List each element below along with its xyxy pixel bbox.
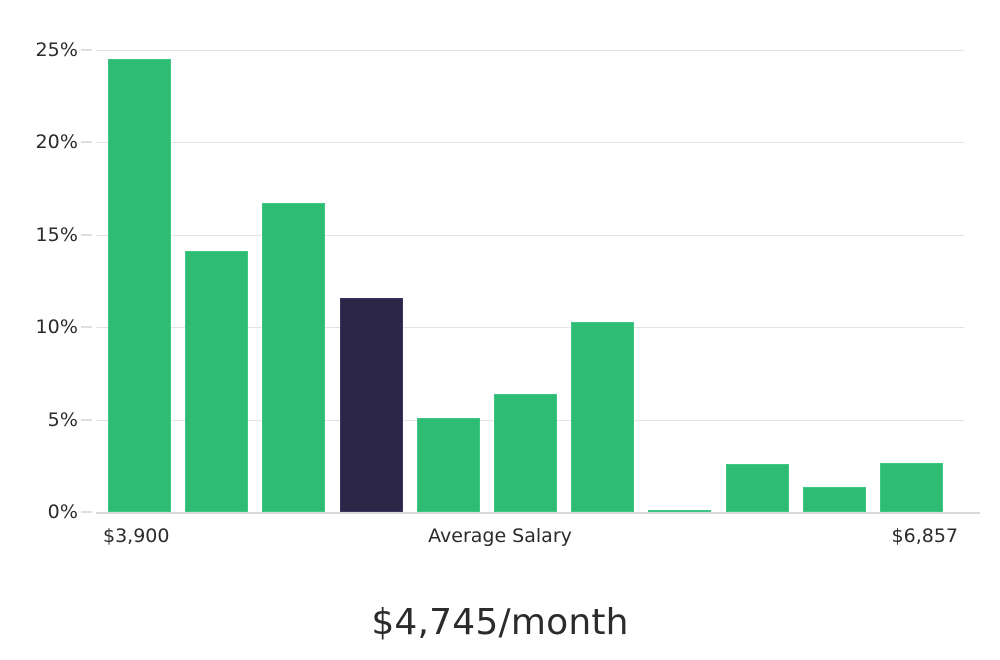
- x-axis-max-label: $6,857: [891, 525, 958, 547]
- bar[interactable]: [185, 251, 249, 512]
- bar[interactable]: [262, 203, 326, 512]
- chart-caption: $4,745/month: [371, 602, 629, 643]
- gridline-10: [96, 327, 964, 329]
- gridline-20: [96, 142, 964, 144]
- x-axis-baseline: [96, 512, 980, 514]
- bar[interactable]: [880, 463, 943, 512]
- y-axis-tick-label: 25%: [35, 39, 78, 61]
- y-axis-tick-label: 10%: [35, 316, 78, 339]
- bar[interactable]: [416, 417, 480, 512]
- y-axis-tick-label: 15%: [35, 223, 78, 246]
- y-axis-tick-mark: [81, 141, 92, 143]
- x-axis-min-label: $3,900: [103, 525, 170, 547]
- y-axis-tick-label: 5%: [47, 408, 78, 431]
- bar[interactable]: [494, 393, 557, 512]
- x-axis-labels: $3,900 Average Salary $6,857: [0, 525, 1000, 559]
- y-axis-tick-mark: [81, 234, 92, 236]
- y-axis-tick-label: 0%: [47, 501, 78, 523]
- bar[interactable]: [571, 321, 635, 512]
- bars-layer: [108, 59, 943, 512]
- bar[interactable]: [725, 463, 789, 512]
- bar[interactable]: [648, 510, 712, 512]
- x-axis-title: Average Salary: [428, 525, 572, 547]
- y-axis: 0% 5% 10% 15% 20% 25%: [0, 0, 96, 523]
- bar[interactable]: [802, 487, 866, 512]
- y-axis-tick-mark: [81, 419, 92, 421]
- bar[interactable]: [108, 59, 171, 512]
- y-axis-tick-mark: [81, 326, 92, 328]
- gridline-15: [96, 234, 964, 236]
- y-axis-tick-label: 20%: [35, 131, 78, 154]
- y-axis-tick-mark: [81, 511, 92, 513]
- bar-highlighted[interactable]: [339, 297, 403, 512]
- gridline-25: [96, 50, 964, 51]
- y-axis-tick-mark: [81, 49, 92, 51]
